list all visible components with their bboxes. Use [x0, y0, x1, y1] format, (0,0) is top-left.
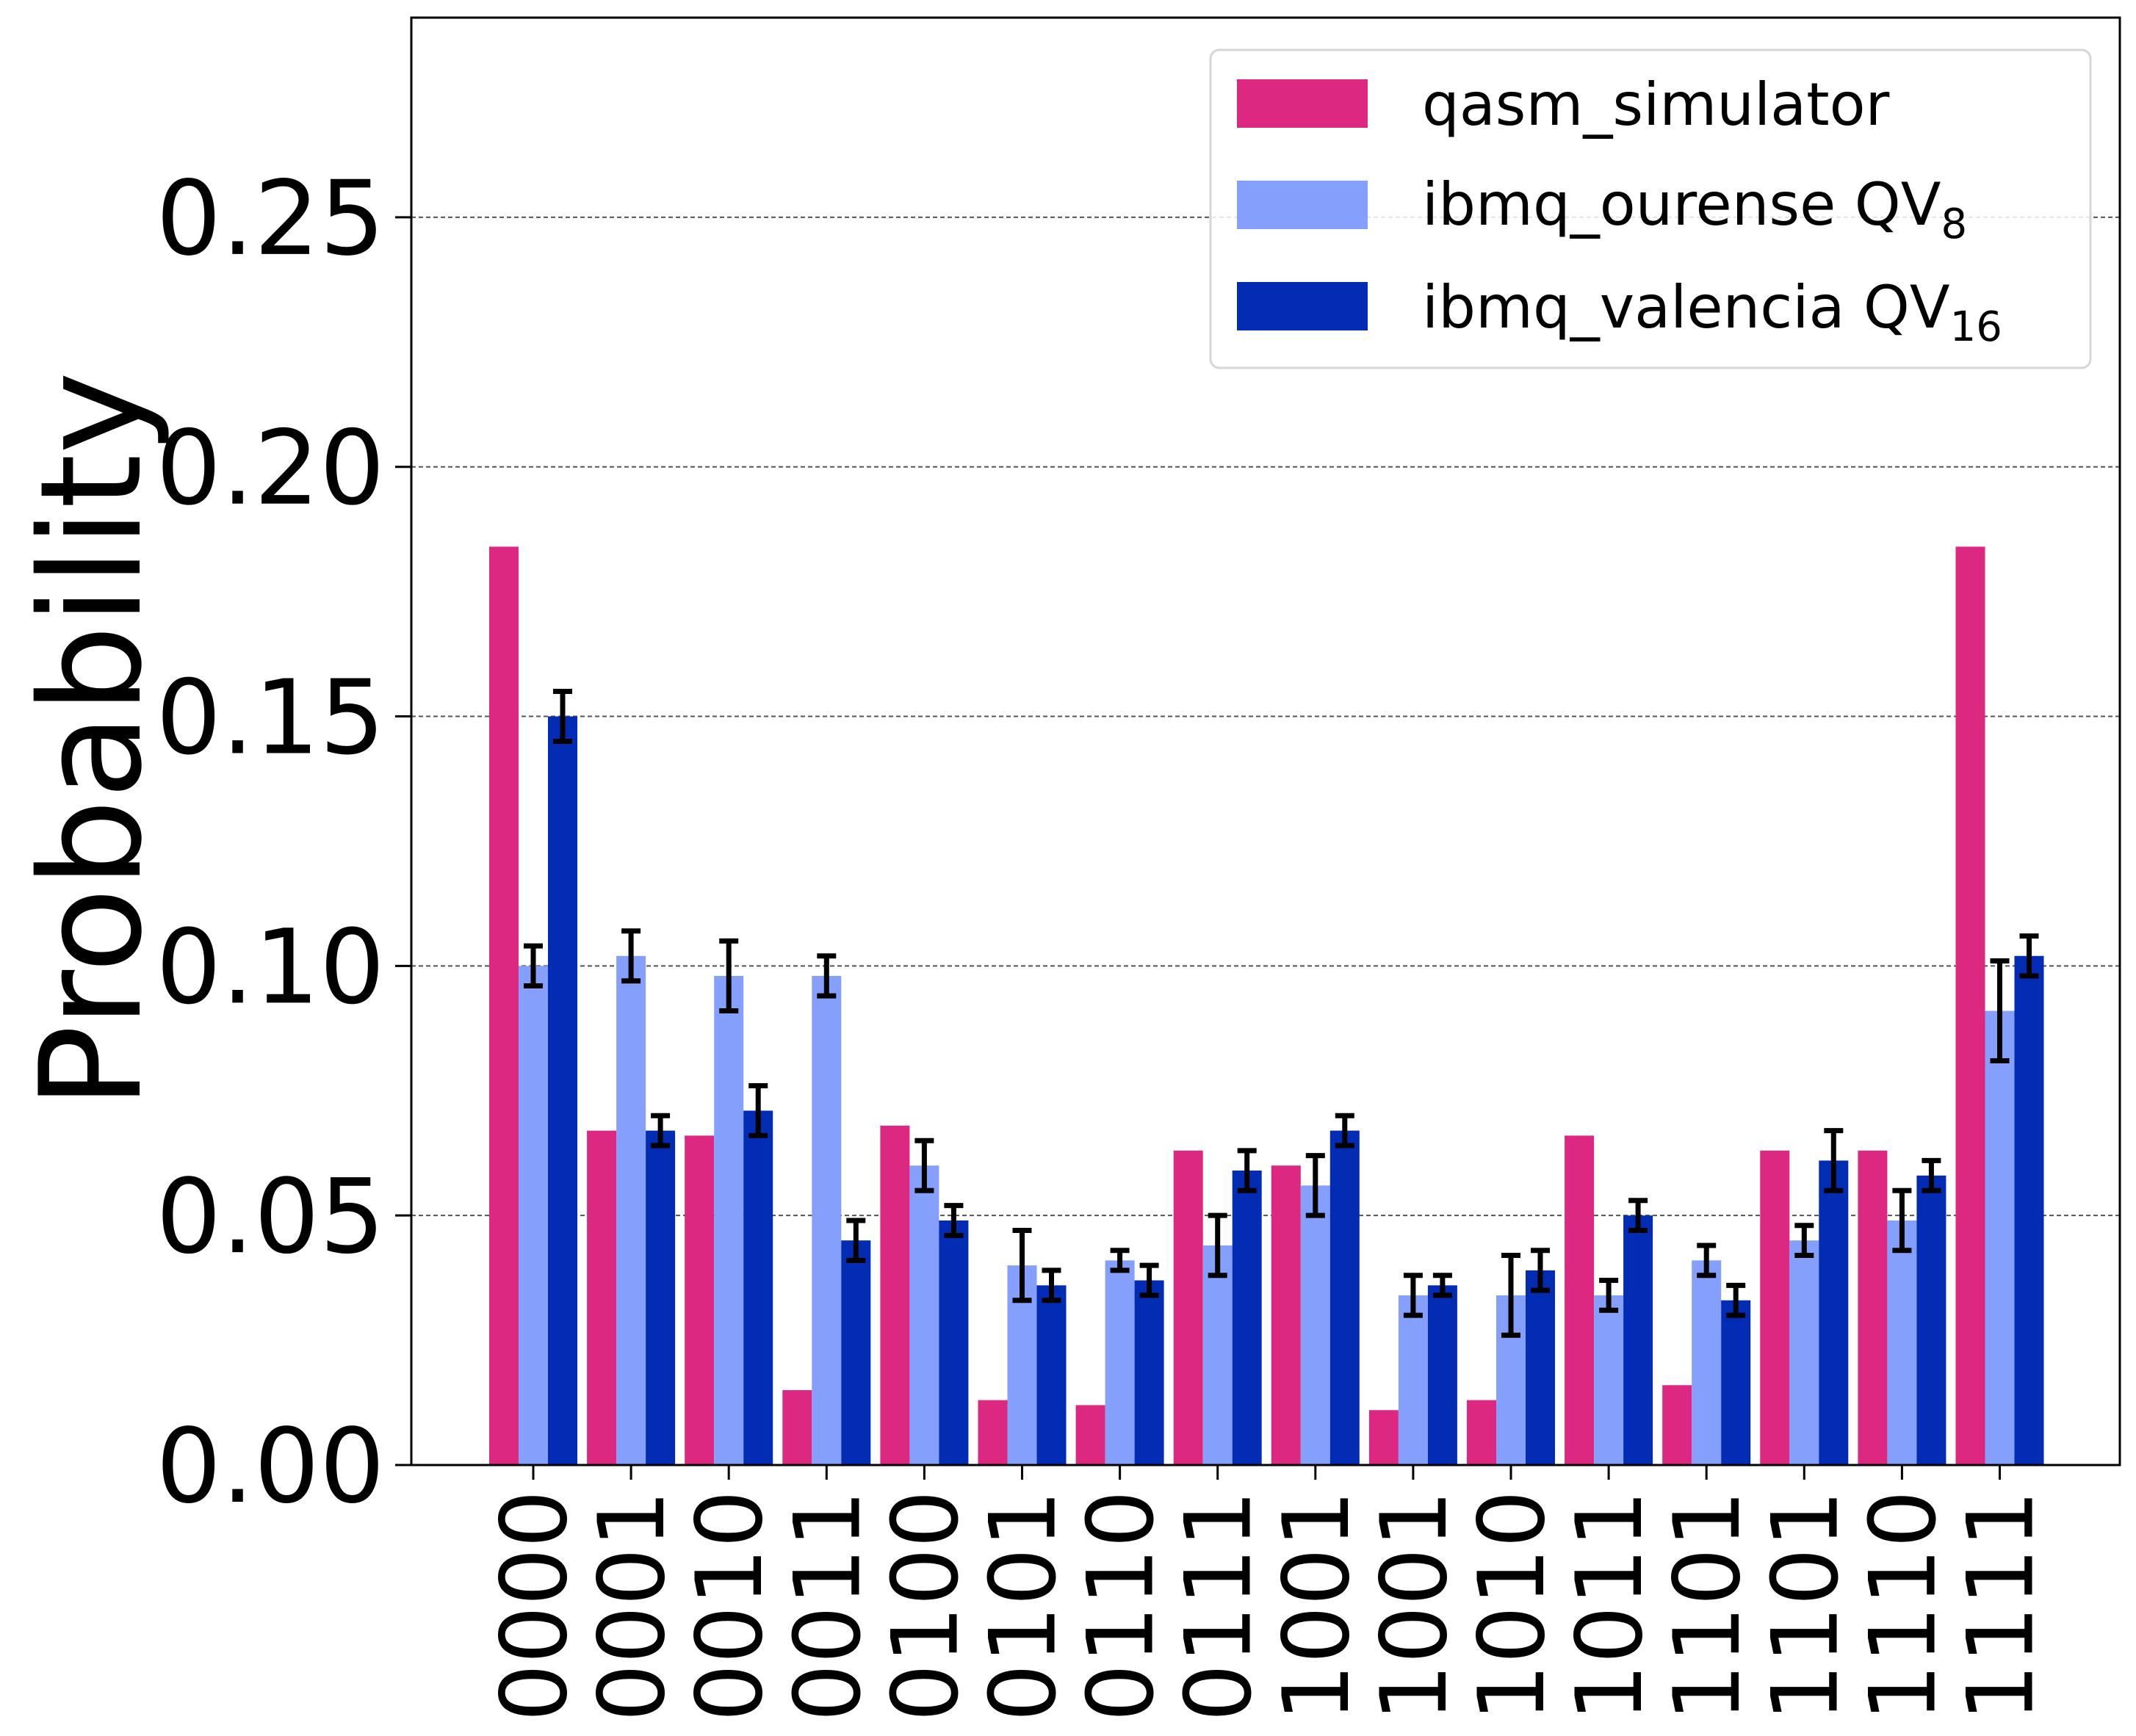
bar-ibmq-valencia-qv16 — [548, 716, 577, 1465]
x-tick-label: 0101 — [971, 1490, 1077, 1722]
bar-qasm-simulator — [1271, 1165, 1301, 1465]
bar-ibmq-valencia-qv16 — [1623, 1215, 1653, 1465]
legend-label-ibmq-ourense-main: ibmq_ourense QV — [1422, 170, 1941, 239]
x-tick-label: 0100 — [873, 1490, 978, 1722]
y-tick-label: 0.20 — [156, 409, 385, 529]
legend-label-ibmq-valencia-main: ibmq_valencia QV — [1422, 273, 1950, 341]
x-tick-label: 1011 — [1557, 1490, 1663, 1722]
bar-qasm-simulator — [880, 1125, 910, 1465]
bar-qasm-simulator — [1075, 1405, 1105, 1465]
bar-ibmq-ourense-qv8 — [1887, 1220, 1917, 1465]
y-tick-label: 0.15 — [156, 659, 385, 778]
bar-qasm-simulator — [1858, 1150, 1888, 1465]
x-axis-ticks: 0000000100100011010001010110011110011001… — [482, 1465, 2054, 1722]
bar-ibmq-valencia-qv16 — [1526, 1270, 1555, 1465]
legend-swatch-qasm-simulator — [1237, 79, 1368, 128]
bar-ibmq-valencia-qv16 — [1819, 1160, 1849, 1465]
bar-ibmq-valencia-qv16 — [743, 1110, 773, 1465]
x-tick-label: 0110 — [1069, 1490, 1175, 1722]
bar-ibmq-ourense-qv8 — [714, 975, 744, 1465]
bar-qasm-simulator — [587, 1130, 617, 1465]
bar-ibmq-valencia-qv16 — [939, 1220, 969, 1465]
y-axis-label: Probability — [10, 372, 173, 1109]
x-tick-label: 0001 — [580, 1490, 685, 1722]
bar-qasm-simulator — [1760, 1150, 1790, 1465]
bar-ibmq-ourense-qv8 — [616, 955, 646, 1465]
plot-frame — [410, 16, 2121, 1466]
bar-ibmq-ourense-qv8 — [1105, 1260, 1135, 1465]
bar-ibmq-ourense-qv8 — [1300, 1185, 1330, 1465]
y-axis-ticks: 0.00 0.05 0.10 0.15 0.20 0.25 — [156, 159, 411, 1527]
bar-ibmq-ourense-qv8 — [1202, 1245, 1233, 1465]
legend-label-ibmq-ourense: ibmq_ourense QV8 — [1422, 170, 1967, 248]
bar-ibmq-ourense-qv8 — [1692, 1260, 1722, 1465]
bar-ibmq-valencia-qv16 — [1036, 1285, 1067, 1465]
legend: qasm_simulator ibmq_ourense QV8 ibmq_val… — [1209, 48, 2092, 369]
bar-ibmq-ourense-qv8 — [1789, 1240, 1819, 1465]
legend-label-ibmq-valencia: ibmq_valencia QV16 — [1422, 273, 2002, 351]
bar-qasm-simulator — [1662, 1385, 1692, 1465]
x-tick-label: 1001 — [1264, 1490, 1370, 1722]
bar-qasm-simulator — [685, 1135, 715, 1465]
x-tick-label: 1111 — [1949, 1490, 2054, 1722]
bar-ibmq-valencia-qv16 — [1134, 1280, 1164, 1465]
x-tick-label: 1010 — [1460, 1490, 1565, 1722]
bar-qasm-simulator — [1565, 1135, 1595, 1465]
bar-ibmq-valencia-qv16 — [841, 1240, 871, 1465]
y-tick-label: 0.10 — [156, 908, 385, 1027]
y-tick-label: 0.00 — [156, 1407, 385, 1527]
x-tick-label: 0010 — [677, 1490, 783, 1722]
bar-ibmq-valencia-qv16 — [1427, 1285, 1457, 1465]
bar-qasm-simulator — [978, 1400, 1008, 1465]
bar-qasm-simulator — [1467, 1400, 1496, 1465]
bar-ibmq-valencia-qv16 — [1916, 1175, 1946, 1465]
legend-box — [1209, 48, 2092, 369]
x-tick-label: 1101 — [1753, 1490, 1858, 1722]
bar-ibmq-ourense-qv8 — [1594, 1295, 1624, 1465]
legend-swatch-ibmq-ourense — [1237, 181, 1368, 229]
bar-qasm-simulator — [1955, 546, 1985, 1465]
bars-group — [489, 546, 2044, 1465]
bar-ibmq-valencia-qv16 — [1721, 1300, 1751, 1465]
bar-qasm-simulator — [489, 546, 519, 1465]
bar-ibmq-ourense-qv8 — [519, 966, 548, 1465]
bar-ibmq-ourense-qv8 — [909, 1165, 939, 1465]
bar-ibmq-ourense-qv8 — [812, 975, 842, 1465]
legend-label-ibmq-ourense-subscript: 8 — [1941, 200, 1967, 248]
legend-swatch-ibmq-valencia — [1237, 282, 1368, 330]
x-tick-label: 0000 — [482, 1490, 588, 1722]
legend-label-qasm-simulator: qasm_simulator — [1422, 70, 1890, 139]
bar-ibmq-valencia-qv16 — [1329, 1130, 1360, 1465]
bar-qasm-simulator — [1173, 1150, 1203, 1465]
bar-ibmq-ourense-qv8 — [1398, 1295, 1428, 1465]
bar-ibmq-ourense-qv8 — [1985, 1010, 2015, 1465]
x-tick-label: 0011 — [775, 1490, 881, 1722]
bar-qasm-simulator — [1368, 1410, 1399, 1465]
legend-label-ibmq-valencia-subscript: 16 — [1950, 303, 2002, 351]
x-tick-label: 1101 — [1655, 1490, 1761, 1722]
x-tick-label: 0111 — [1166, 1490, 1272, 1722]
error-bars-group — [524, 689, 2039, 1338]
bar-ibmq-valencia-qv16 — [1232, 1171, 1262, 1465]
bar-qasm-simulator — [782, 1390, 812, 1465]
x-tick-label: 1110 — [1850, 1490, 1956, 1722]
bar-ibmq-valencia-qv16 — [2014, 955, 2044, 1465]
x-tick-label: 1001 — [1362, 1490, 1468, 1722]
bar-ibmq-valencia-qv16 — [646, 1130, 676, 1465]
y-tick-label: 0.05 — [156, 1157, 385, 1277]
y-tick-label: 0.25 — [156, 159, 385, 279]
